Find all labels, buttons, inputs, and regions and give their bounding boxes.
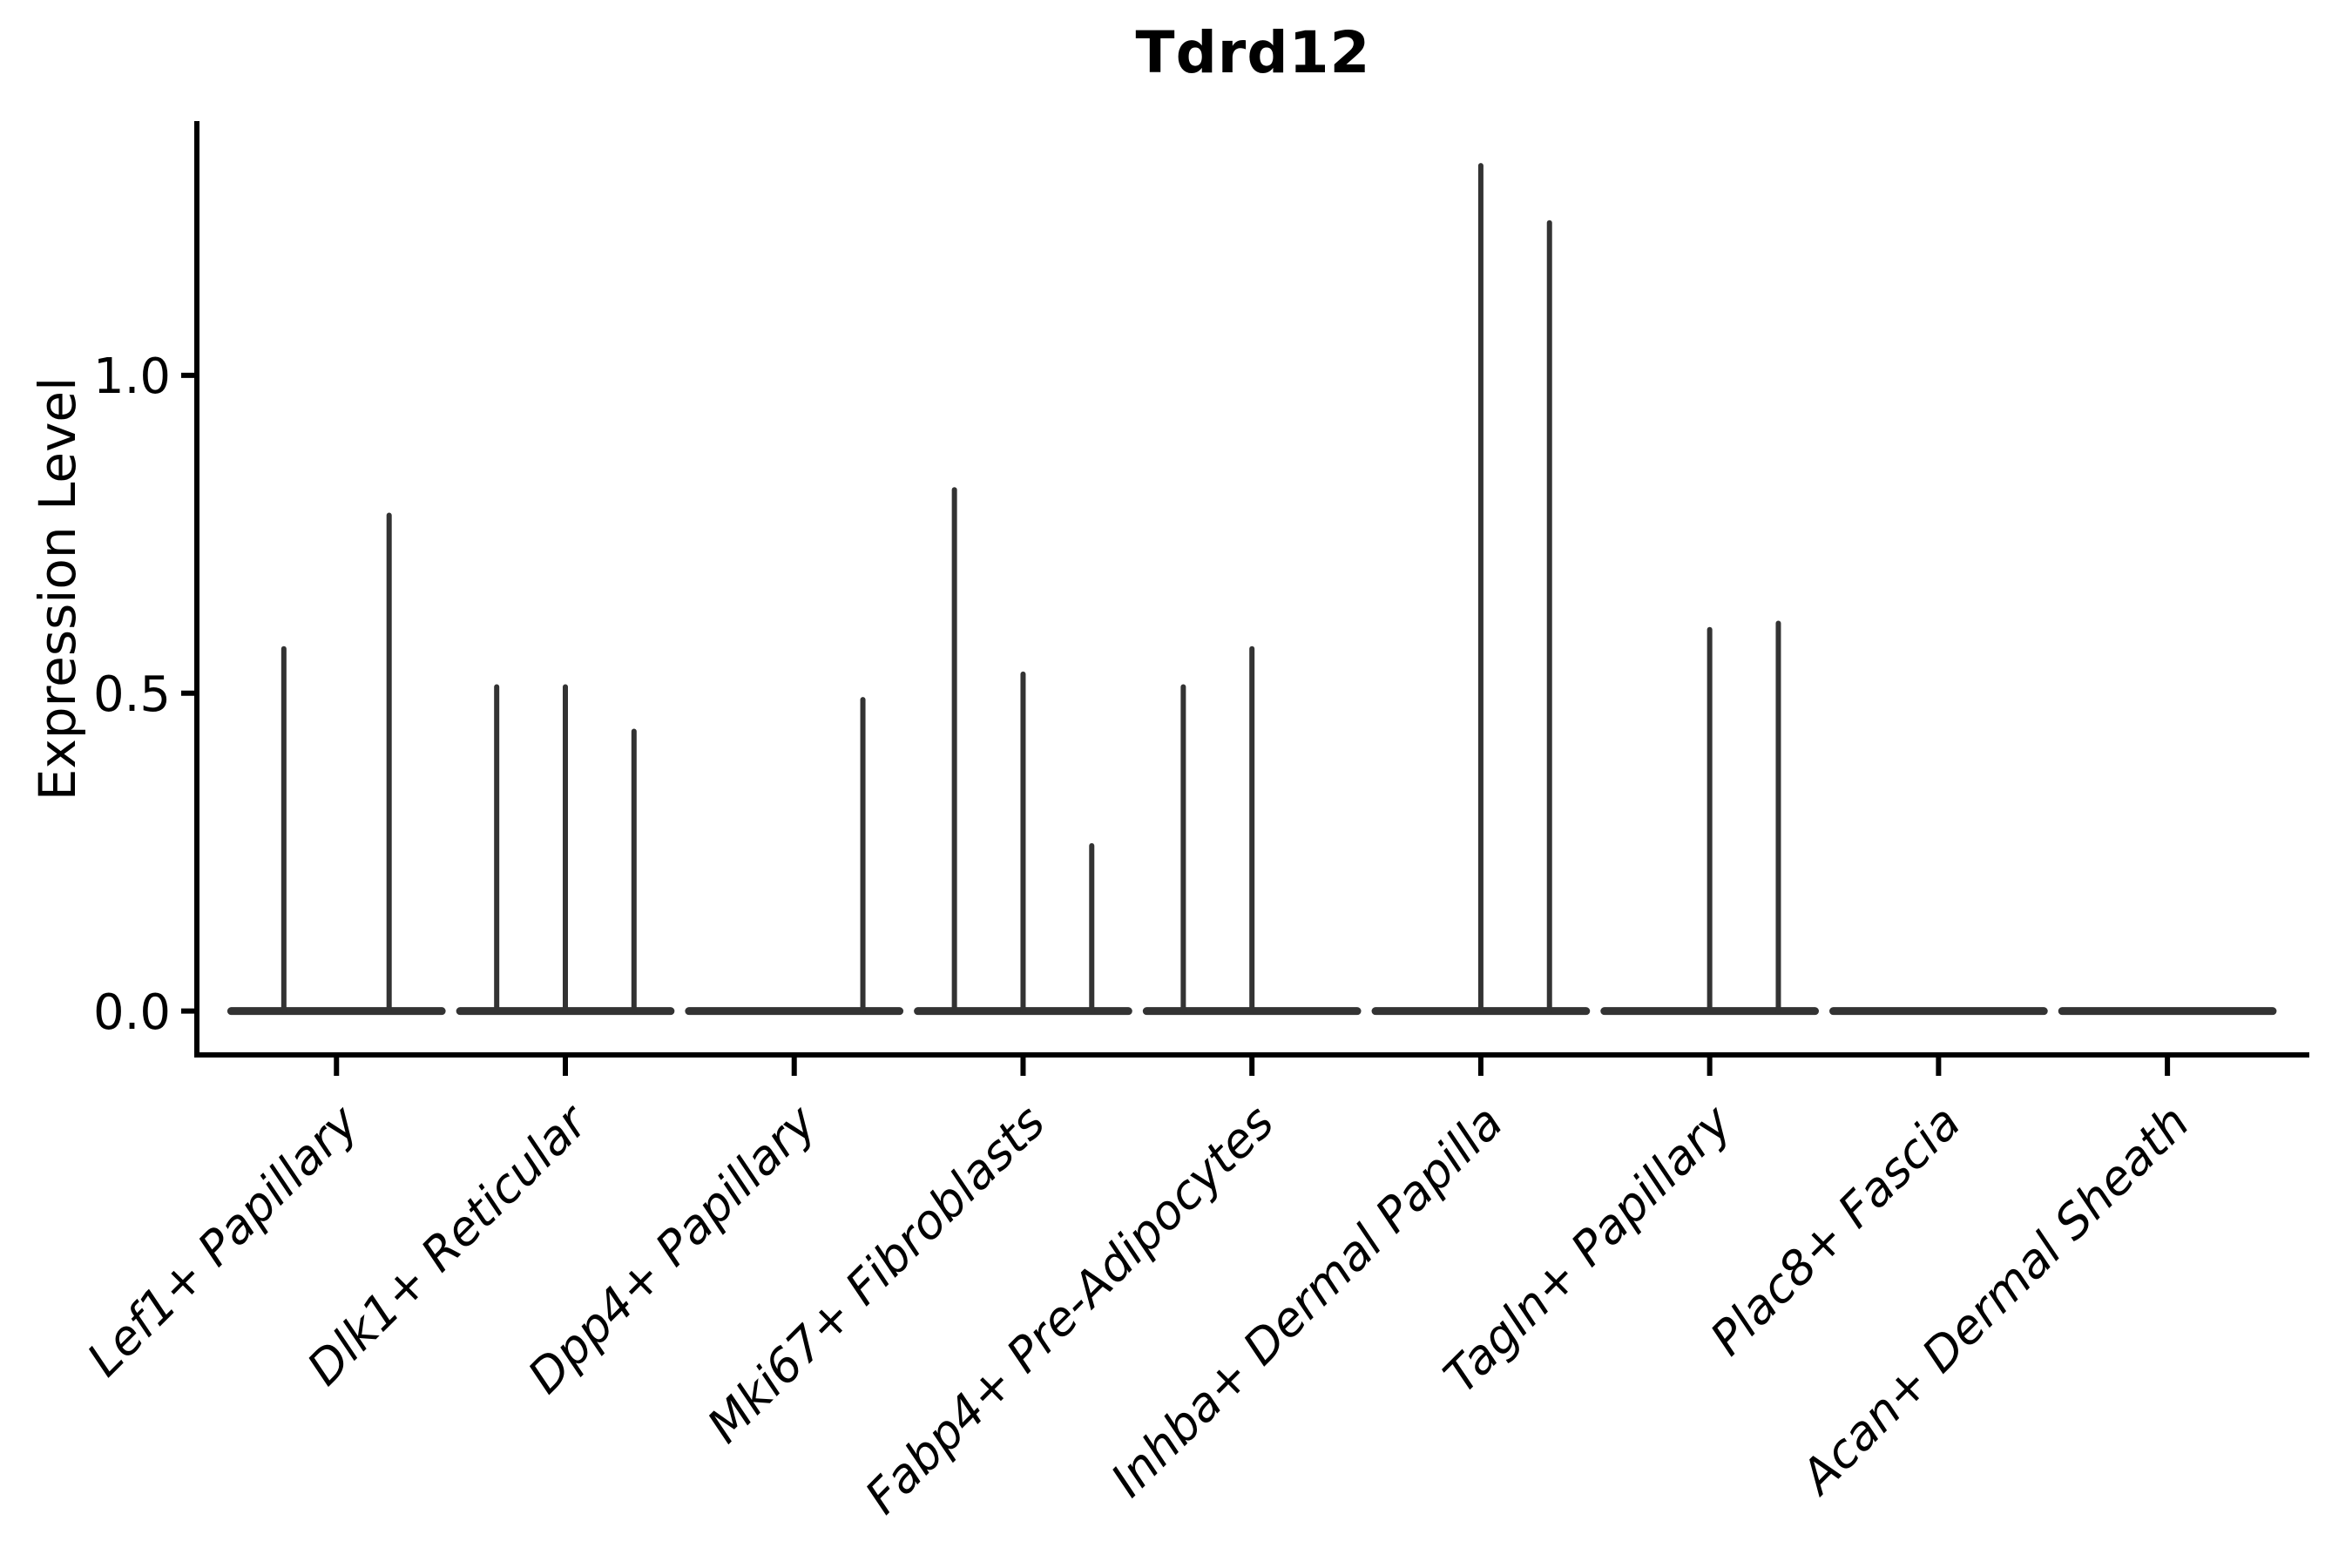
y-tick-label: 1.0 [93, 348, 171, 405]
x-tick-label: Acan+ Dermal Sheath [1788, 1095, 2200, 1506]
x-tick-label: Fabp4+ Pre-Adipocytes [855, 1095, 1284, 1524]
x-tick-label: Inhba+ Dermal Papilla [1100, 1095, 1513, 1508]
y-tick-label: 0.5 [93, 666, 171, 723]
y-tick-label: 0.0 [93, 984, 171, 1041]
chart-title: Tdrd12 [1135, 19, 1371, 86]
